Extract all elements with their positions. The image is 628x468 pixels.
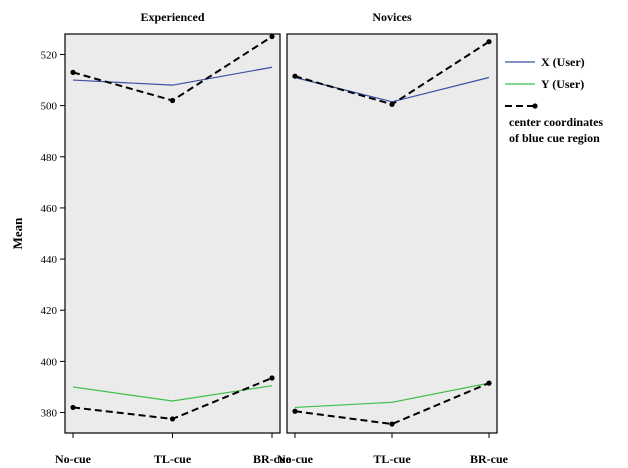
series-line xyxy=(294,382,490,426)
x-tick-label: No-cue xyxy=(277,452,314,466)
series-line xyxy=(294,382,490,409)
legend-label-line: center coordinates xyxy=(509,115,603,129)
legend-label-line: of blue cue region xyxy=(509,131,600,145)
data-point xyxy=(389,101,395,107)
data-point xyxy=(70,69,76,75)
y-axis-title: Mean xyxy=(10,217,25,250)
panel-title: Experienced xyxy=(141,10,205,24)
legend: X (User) Y (User) center coordinates of blu… xyxy=(505,55,603,145)
y-tick-label: 500 xyxy=(41,101,58,113)
x-tick-label: TL-cue xyxy=(373,452,411,466)
panel-title: Novices xyxy=(372,10,412,24)
panel-experienced: Experienced No-cue TL-cue BR-cue xyxy=(55,10,292,466)
x-tick-label: BR-cue xyxy=(470,452,509,466)
data-point xyxy=(292,408,298,414)
y-tick-label: 400 xyxy=(41,356,58,368)
legend-marker xyxy=(532,103,538,109)
panel-novices: Novices No-cue TL-cue BR-cue xyxy=(277,10,509,466)
y-tick-label: 380 xyxy=(41,408,58,420)
legend-label: X (User) xyxy=(541,55,585,69)
data-point xyxy=(269,375,275,381)
x-tick-label: TL-cue xyxy=(154,452,192,466)
data-point xyxy=(169,97,176,104)
panel-background xyxy=(64,33,281,434)
panel-background xyxy=(286,33,498,434)
y-tick-label: 480 xyxy=(41,152,58,164)
data-point xyxy=(292,73,298,79)
data-point xyxy=(486,39,492,45)
data-point xyxy=(70,404,76,411)
data-point xyxy=(269,33,275,40)
panels-layer: Experienced No-cue TL-cue BR-cue Novices No-c… xyxy=(55,10,509,466)
x-tick-label: No-cue xyxy=(55,452,92,466)
data-point xyxy=(486,380,492,386)
legend-label: Y (User) xyxy=(541,77,584,91)
y-axis: 380 400 420 440 460 480 500 520 xyxy=(41,49,65,420)
y-tick-label: 520 xyxy=(41,49,58,61)
y-tick-label: 460 xyxy=(41,203,58,215)
x-tick-label: BR-cue xyxy=(253,452,292,466)
y-tick-label: 440 xyxy=(41,254,58,266)
series-line xyxy=(72,385,273,402)
data-point xyxy=(389,421,395,427)
y-tick-label: 420 xyxy=(41,305,58,317)
data-point xyxy=(169,416,176,422)
